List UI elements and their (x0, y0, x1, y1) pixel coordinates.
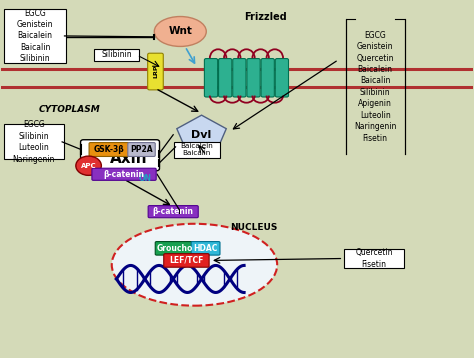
FancyBboxPatch shape (81, 140, 159, 171)
FancyBboxPatch shape (3, 9, 66, 63)
Text: GSK-3β: GSK-3β (94, 145, 125, 154)
Text: EGCG
Genistein
Baicalein
Baicalin
Silibinin: EGCG Genistein Baicalein Baicalin Silibi… (17, 9, 53, 63)
Text: CYTOPLASM: CYTOPLASM (38, 105, 100, 114)
FancyBboxPatch shape (219, 59, 232, 97)
FancyBboxPatch shape (3, 125, 64, 159)
Text: LRP: LRP (153, 65, 158, 78)
FancyBboxPatch shape (94, 49, 139, 61)
Text: PP2A: PP2A (130, 145, 153, 154)
FancyBboxPatch shape (204, 59, 218, 97)
FancyBboxPatch shape (128, 142, 155, 156)
FancyBboxPatch shape (89, 142, 130, 156)
Text: Frizzled: Frizzled (244, 12, 287, 22)
Text: Dvl: Dvl (191, 130, 212, 140)
Text: Groucho: Groucho (156, 244, 192, 253)
FancyBboxPatch shape (148, 205, 198, 218)
Text: LEF/TCF: LEF/TCF (169, 256, 204, 265)
Text: APC: APC (81, 163, 96, 169)
FancyBboxPatch shape (261, 59, 274, 97)
FancyBboxPatch shape (191, 242, 220, 255)
FancyBboxPatch shape (233, 59, 246, 97)
FancyBboxPatch shape (155, 242, 193, 255)
Text: Axin: Axin (110, 151, 147, 166)
Text: NUCLEUS: NUCLEUS (230, 223, 277, 232)
Circle shape (76, 156, 101, 175)
Text: EGCG
Silibinin
Luteolin
Naringenin: EGCG Silibinin Luteolin Naringenin (13, 120, 55, 164)
FancyBboxPatch shape (247, 59, 260, 97)
FancyBboxPatch shape (148, 53, 163, 90)
Text: EGCG
Genistein
Quercetin
Baicalein
Baicalin
Silibinin
Apigenin
Luteolin
Naringen: EGCG Genistein Quercetin Baicalein Baica… (354, 31, 396, 143)
Ellipse shape (155, 16, 206, 47)
FancyBboxPatch shape (92, 168, 156, 180)
Text: HDAC: HDAC (193, 244, 218, 253)
FancyBboxPatch shape (174, 141, 219, 158)
Text: Silibinin: Silibinin (101, 50, 132, 59)
Text: β-catenin: β-catenin (153, 207, 194, 216)
FancyBboxPatch shape (344, 249, 404, 268)
Text: β-catenin: β-catenin (103, 170, 145, 179)
FancyBboxPatch shape (275, 59, 289, 97)
Text: Quercetin
Fisetin: Quercetin Fisetin (356, 248, 393, 269)
Text: Wnt: Wnt (168, 26, 192, 37)
Ellipse shape (112, 224, 277, 306)
Polygon shape (177, 115, 226, 151)
Text: ON: ON (138, 174, 151, 183)
Text: Baicalein
Baicalin: Baicalein Baicalin (181, 143, 213, 156)
FancyBboxPatch shape (164, 254, 209, 267)
